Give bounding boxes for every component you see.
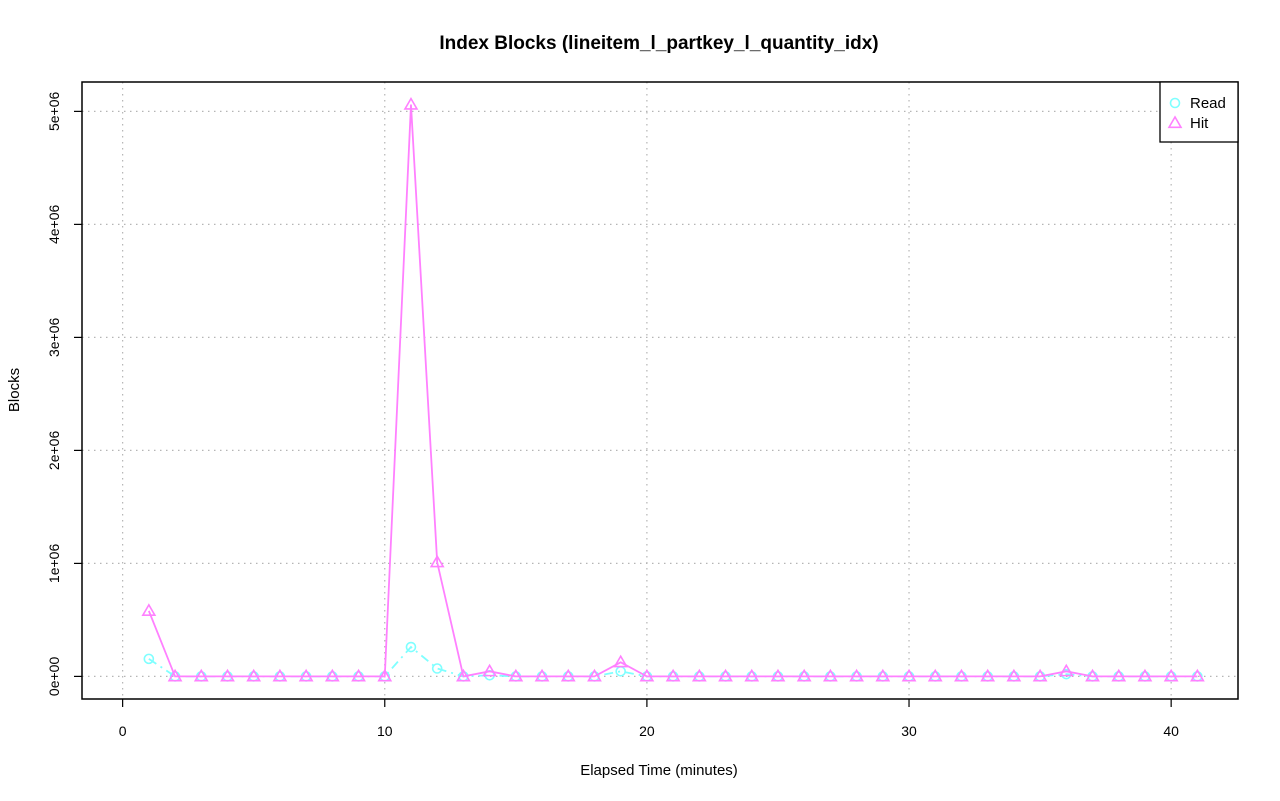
data-point-hit [639, 668, 655, 682]
data-point-hit [456, 668, 471, 682]
legend-marker-read [1169, 97, 1181, 109]
legend-marker-hit [1167, 115, 1183, 129]
data-point-hit [1189, 668, 1205, 682]
data-point-read [431, 663, 443, 674]
data-point-hit [324, 668, 340, 682]
data-point-hit [875, 668, 891, 682]
data-point-hit [246, 668, 262, 682]
data-point-hit [665, 668, 681, 682]
data-point-hit [1163, 668, 1179, 682]
legend: Read Hit [1159, 81, 1239, 143]
data-point-hit [849, 668, 864, 682]
data-point-hit [193, 668, 209, 682]
x-tick-label: 10 [377, 723, 393, 739]
data-point-hit [560, 668, 576, 682]
series-line-hit [148, 104, 1198, 678]
y-tick-label: 0e+00 [46, 657, 62, 697]
x-axis-label: Elapsed Time (minutes) [580, 762, 738, 779]
x-tick-label: 0 [119, 723, 127, 739]
data-point-hit [822, 668, 838, 682]
x-tick-label: 30 [901, 723, 917, 739]
data-point-read [405, 641, 417, 653]
x-tick-label: 20 [639, 723, 655, 739]
data-point-hit [429, 554, 445, 568]
data-point-hit [1111, 668, 1127, 682]
series-hit [141, 97, 1205, 682]
data-point-hit [1058, 663, 1074, 677]
data-point-hit [1032, 668, 1048, 682]
data-point-hit [534, 668, 550, 682]
data-point-hit [718, 668, 733, 682]
grid [82, 82, 1238, 699]
data-point-read [615, 666, 626, 677]
data-point-hit [901, 668, 917, 682]
x-axis: 0 10 20 30 40 [119, 699, 1179, 739]
data-point-hit [587, 668, 602, 682]
data-point-hit [770, 668, 786, 682]
data-point-hit [744, 668, 760, 682]
y-tick-label: 4e+06 [46, 205, 62, 245]
legend-label-read: Read [1190, 95, 1226, 112]
y-axis: 0e+00 1e+06 2e+06 3e+06 4e+06 5e+06 [46, 92, 82, 697]
series-layer [141, 97, 1205, 682]
y-tick-label: 5e+06 [46, 92, 62, 132]
data-point-hit [980, 668, 996, 682]
data-point-hit [954, 668, 969, 682]
data-point-hit [796, 668, 812, 682]
data-point-hit [927, 668, 943, 682]
legend-box [1159, 81, 1239, 143]
data-point-hit [1085, 668, 1100, 682]
y-axis-label: Blocks [6, 368, 23, 412]
data-point-hit [1137, 668, 1153, 682]
data-point-hit [377, 668, 393, 682]
data-point-read [143, 653, 155, 665]
y-tick-label: 3e+06 [46, 318, 62, 358]
data-point-hit [508, 668, 524, 682]
data-point-hit [403, 97, 419, 110]
chart-title: Index Blocks (lineitem_l_partkey_l_quant… [439, 33, 878, 54]
data-point-hit [272, 668, 288, 682]
data-point-hit [298, 668, 314, 682]
data-point-hit [1006, 668, 1022, 682]
data-point-hit [220, 668, 235, 682]
data-point-hit [141, 603, 157, 616]
legend-label-hit: Hit [1190, 115, 1209, 132]
data-point-hit [167, 668, 183, 682]
data-point-hit [613, 654, 629, 668]
x-tick-label: 40 [1163, 723, 1179, 739]
data-point-hit [691, 668, 707, 682]
y-tick-label: 2e+06 [46, 431, 62, 471]
data-point-hit [482, 663, 498, 677]
plot-frame [81, 81, 1239, 700]
data-point-hit [351, 668, 366, 682]
y-tick-label: 1e+06 [46, 544, 62, 584]
